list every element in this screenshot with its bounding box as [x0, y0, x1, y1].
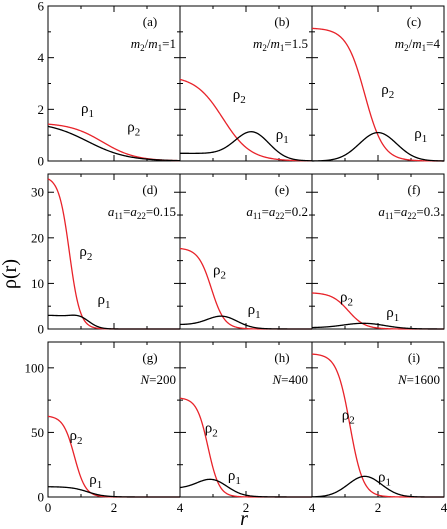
panel-frame — [311, 173, 445, 330]
panel-parameter-label: N=1600 — [397, 372, 440, 387]
y-tick-label: 100 — [25, 360, 45, 375]
rho1-label: ρ1 — [378, 470, 391, 489]
y-axis-label: ρ(r) — [0, 259, 21, 289]
rho1-curve — [48, 314, 180, 330]
panel-tag: (c) — [407, 14, 421, 29]
panel-parameter-label: N=400 — [271, 372, 308, 387]
rho1-label: ρ1 — [89, 472, 102, 491]
rho1-curve — [47, 486, 180, 498]
rho1-curve — [180, 131, 313, 162]
x-tick-label: 2 — [375, 500, 382, 515]
rho1-label: ρ1 — [228, 468, 241, 487]
y-tick-label: 0 — [38, 154, 45, 169]
rho1-curve — [179, 478, 313, 498]
rho1-label: ρ1 — [98, 292, 111, 311]
panel-frame — [47, 341, 181, 498]
y-tick-label: 2 — [38, 102, 45, 117]
panel-e: ρ2 ρ1 (e) a11=a22=0.2 — [179, 173, 313, 330]
panel-d: 0 10 20 30 ρ2 ρ1 (d) a11=a22=0.15 — [31, 173, 181, 337]
panel-parameter-label: m2/m1=1 — [131, 36, 176, 53]
rho2-label: ρ2 — [342, 408, 355, 427]
panel-parameter-label: m2/m1=4 — [395, 36, 441, 53]
rho2-label: ρ2 — [205, 420, 218, 439]
panel-parameter-label: a11=a22=0.3 — [378, 204, 440, 221]
y-tick-label: 30 — [31, 185, 44, 200]
panel-h: 2 4 ρ2 ρ1 (h) N=400 — [179, 341, 316, 515]
x-tick-label: 4 — [177, 500, 184, 515]
rho1-curve — [311, 475, 444, 498]
panel-parameter-label: a11=a22=0.2 — [246, 204, 308, 221]
panel-frame — [47, 173, 181, 330]
panel-frame — [179, 5, 313, 162]
x-tick-label: 0 — [45, 500, 52, 515]
y-tick-label: 10 — [31, 276, 44, 291]
panel-c: ρ2 ρ1 (c) m2/m1=4 — [311, 5, 445, 162]
rho2-label: ρ2 — [381, 82, 394, 101]
rho1-label: ρ1 — [276, 127, 289, 146]
panel-b: ρ2 ρ1 (b) m2/m1=1.5 — [179, 5, 313, 162]
y-tick-label: 0 — [38, 490, 45, 505]
panel-tag: (b) — [274, 14, 289, 29]
rho2-label: ρ2 — [79, 244, 92, 263]
panel-f: ρ2 ρ1 (f) a11=a22=0.3 — [311, 173, 445, 330]
panels-group: 0 2 4 6 ρ2 ρ1 (a) m2/m1=1 ρ2 ρ1 (b) m2/m1=1.5 ρ2 ρ1 (c… — [25, 0, 447, 515]
rho2-curve — [47, 178, 180, 330]
y-tick-label: 50 — [31, 425, 44, 440]
rho2-label: ρ2 — [233, 87, 246, 106]
y-tick-label: 4 — [38, 50, 45, 65]
panel-tag: (f) — [408, 182, 421, 197]
panel-parameter-label: N=200 — [139, 372, 176, 387]
rho1-label: ρ1 — [386, 305, 399, 324]
panel-tag: (i) — [408, 350, 420, 365]
x-tick-label: 2 — [111, 500, 118, 515]
panel-i: 2 4 ρ2 ρ1 (i) N=1600 — [311, 341, 447, 515]
x-axis-label: r — [240, 508, 248, 529]
rho2-curve — [179, 78, 312, 162]
panel-frame — [179, 173, 313, 330]
x-tick-label: 2 — [243, 500, 250, 515]
x-tick-label: 4 — [441, 500, 447, 515]
panel-a: 0 2 4 6 ρ2 ρ1 (a) m2/m1=1 — [38, 0, 181, 169]
y-tick-label: 0 — [38, 322, 45, 337]
x-tick-label: 4 — [309, 500, 316, 515]
rho1-label: ρ1 — [414, 126, 427, 145]
rho1-curve — [179, 315, 312, 330]
rho1-curve — [47, 125, 181, 162]
y-tick-label: 20 — [31, 230, 44, 245]
rho2-curve — [47, 415, 180, 498]
rho1-label: ρ1 — [248, 302, 261, 321]
panel-tag: (h) — [274, 350, 289, 365]
rho2-curve — [179, 247, 312, 330]
panel-frame — [47, 5, 181, 162]
panel-tag: (d) — [142, 182, 157, 197]
panel-tag: (e) — [275, 182, 289, 197]
panel-g: 0 50 100 0 2 4 ρ2 ρ1 (g) N=200 — [25, 341, 184, 515]
y-tick-label: 6 — [38, 0, 45, 14]
rho2-label: ρ2 — [213, 262, 226, 281]
rho2-label: ρ2 — [127, 119, 140, 138]
rho1-curve — [311, 131, 445, 162]
rho2-curve — [311, 27, 444, 162]
rho2-label: ρ2 — [340, 290, 353, 309]
rho1-label: ρ1 — [81, 101, 94, 120]
panel-frame — [179, 341, 313, 498]
panel-parameter-label: m2/m1=1.5 — [253, 36, 308, 53]
panel-parameter-label: a11=a22=0.15 — [108, 204, 176, 221]
rho1-curve — [311, 322, 444, 330]
panel-tag: (a) — [143, 14, 157, 29]
rho2-label: ρ2 — [69, 428, 82, 447]
panel-tag: (g) — [142, 350, 157, 365]
